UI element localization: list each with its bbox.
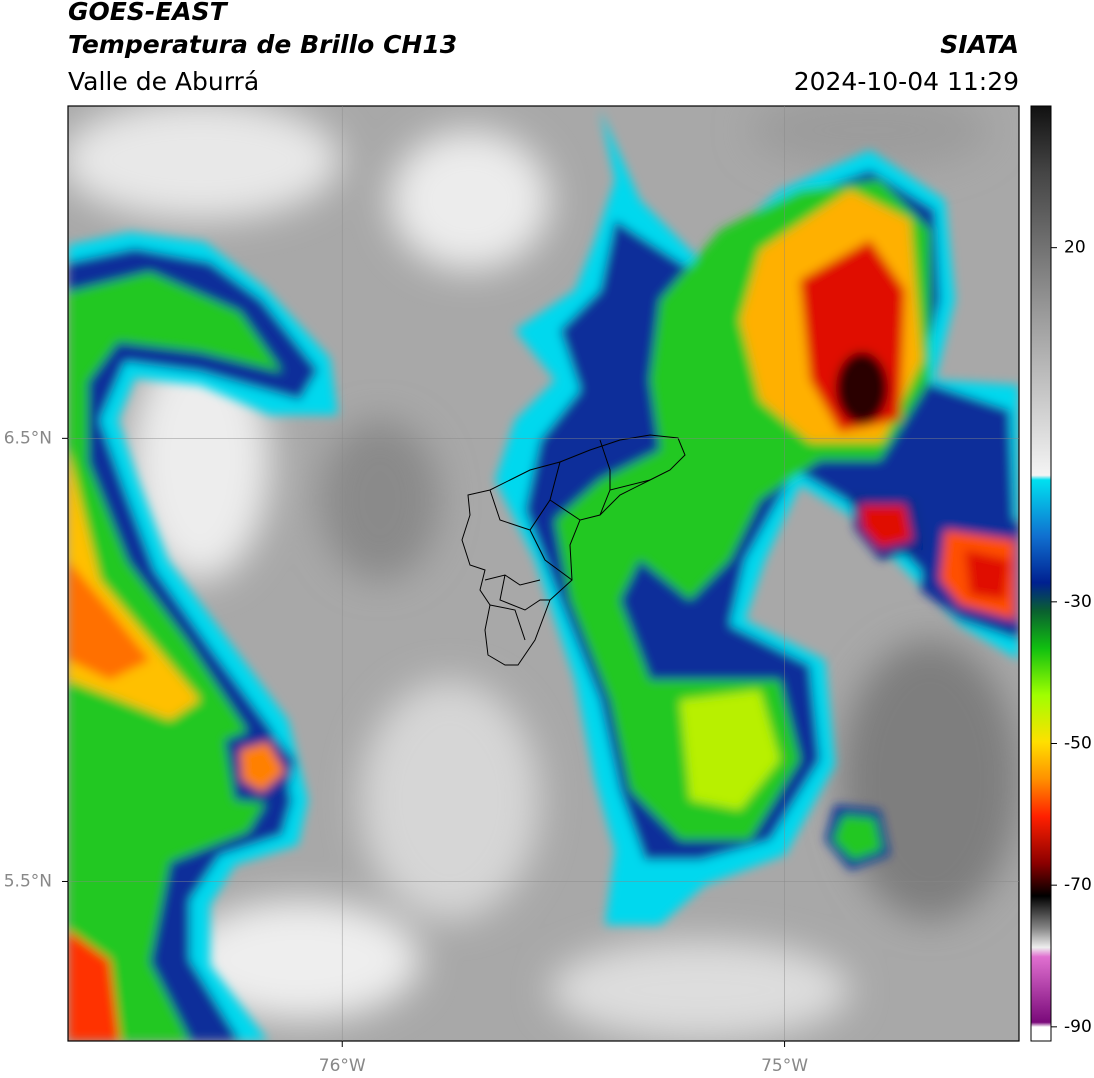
graticule <box>68 106 1019 1041</box>
colorbar-tick-label: -70 <box>1064 875 1092 895</box>
datetime: 2024-10-04 11:29 <box>794 67 1019 96</box>
title: GOES-EAST <box>68 0 229 26</box>
map-frame <box>67 105 1020 1042</box>
colorbar-tick-label: -90 <box>1064 1017 1092 1037</box>
y-tick-label: 6.5°N <box>4 428 52 448</box>
municipal-boundaries <box>461 434 686 666</box>
colorbar <box>1030 105 1052 1042</box>
x-tick-label: 75°W <box>761 1056 808 1076</box>
x-tick-label: 76°W <box>319 1056 366 1076</box>
y-tick-label: 5.5°N <box>4 871 52 891</box>
colorbar-tick-label: 20 <box>1064 238 1086 258</box>
subtitle: Temperatura de Brillo CH13 <box>68 30 457 59</box>
satellite-image <box>68 106 1019 1041</box>
colorbar-tick-label: -50 <box>1064 734 1092 754</box>
colorbar-tick-label: -30 <box>1064 592 1092 612</box>
region: Valle de Aburrá <box>68 67 259 96</box>
source: SIATA <box>940 30 1019 59</box>
